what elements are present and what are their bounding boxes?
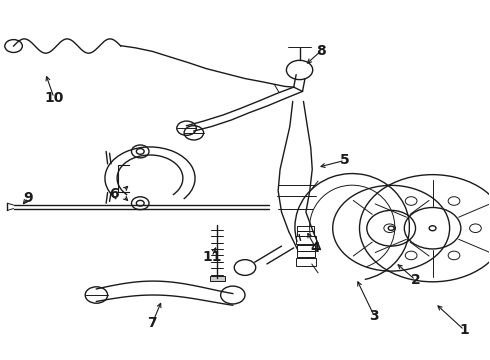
Bar bbox=[295, 237, 316, 244]
Text: 2: 2 bbox=[411, 273, 420, 287]
Text: 9: 9 bbox=[24, 191, 33, 205]
Text: 8: 8 bbox=[316, 44, 325, 58]
Bar bbox=[210, 276, 224, 281]
Text: 6: 6 bbox=[109, 187, 118, 201]
Circle shape bbox=[429, 226, 436, 231]
Text: 1: 1 bbox=[459, 323, 469, 337]
Bar bbox=[295, 258, 316, 266]
Bar bbox=[296, 251, 315, 257]
Circle shape bbox=[388, 226, 394, 230]
Text: 4: 4 bbox=[311, 241, 320, 255]
Text: 5: 5 bbox=[340, 153, 350, 167]
Circle shape bbox=[136, 149, 144, 154]
Bar bbox=[296, 245, 315, 251]
Text: 3: 3 bbox=[369, 309, 379, 323]
Circle shape bbox=[136, 201, 144, 206]
Text: 7: 7 bbox=[147, 316, 157, 330]
Bar bbox=[297, 226, 315, 231]
Text: 10: 10 bbox=[44, 91, 64, 105]
Bar bbox=[297, 231, 315, 236]
Text: 11: 11 bbox=[202, 250, 221, 264]
